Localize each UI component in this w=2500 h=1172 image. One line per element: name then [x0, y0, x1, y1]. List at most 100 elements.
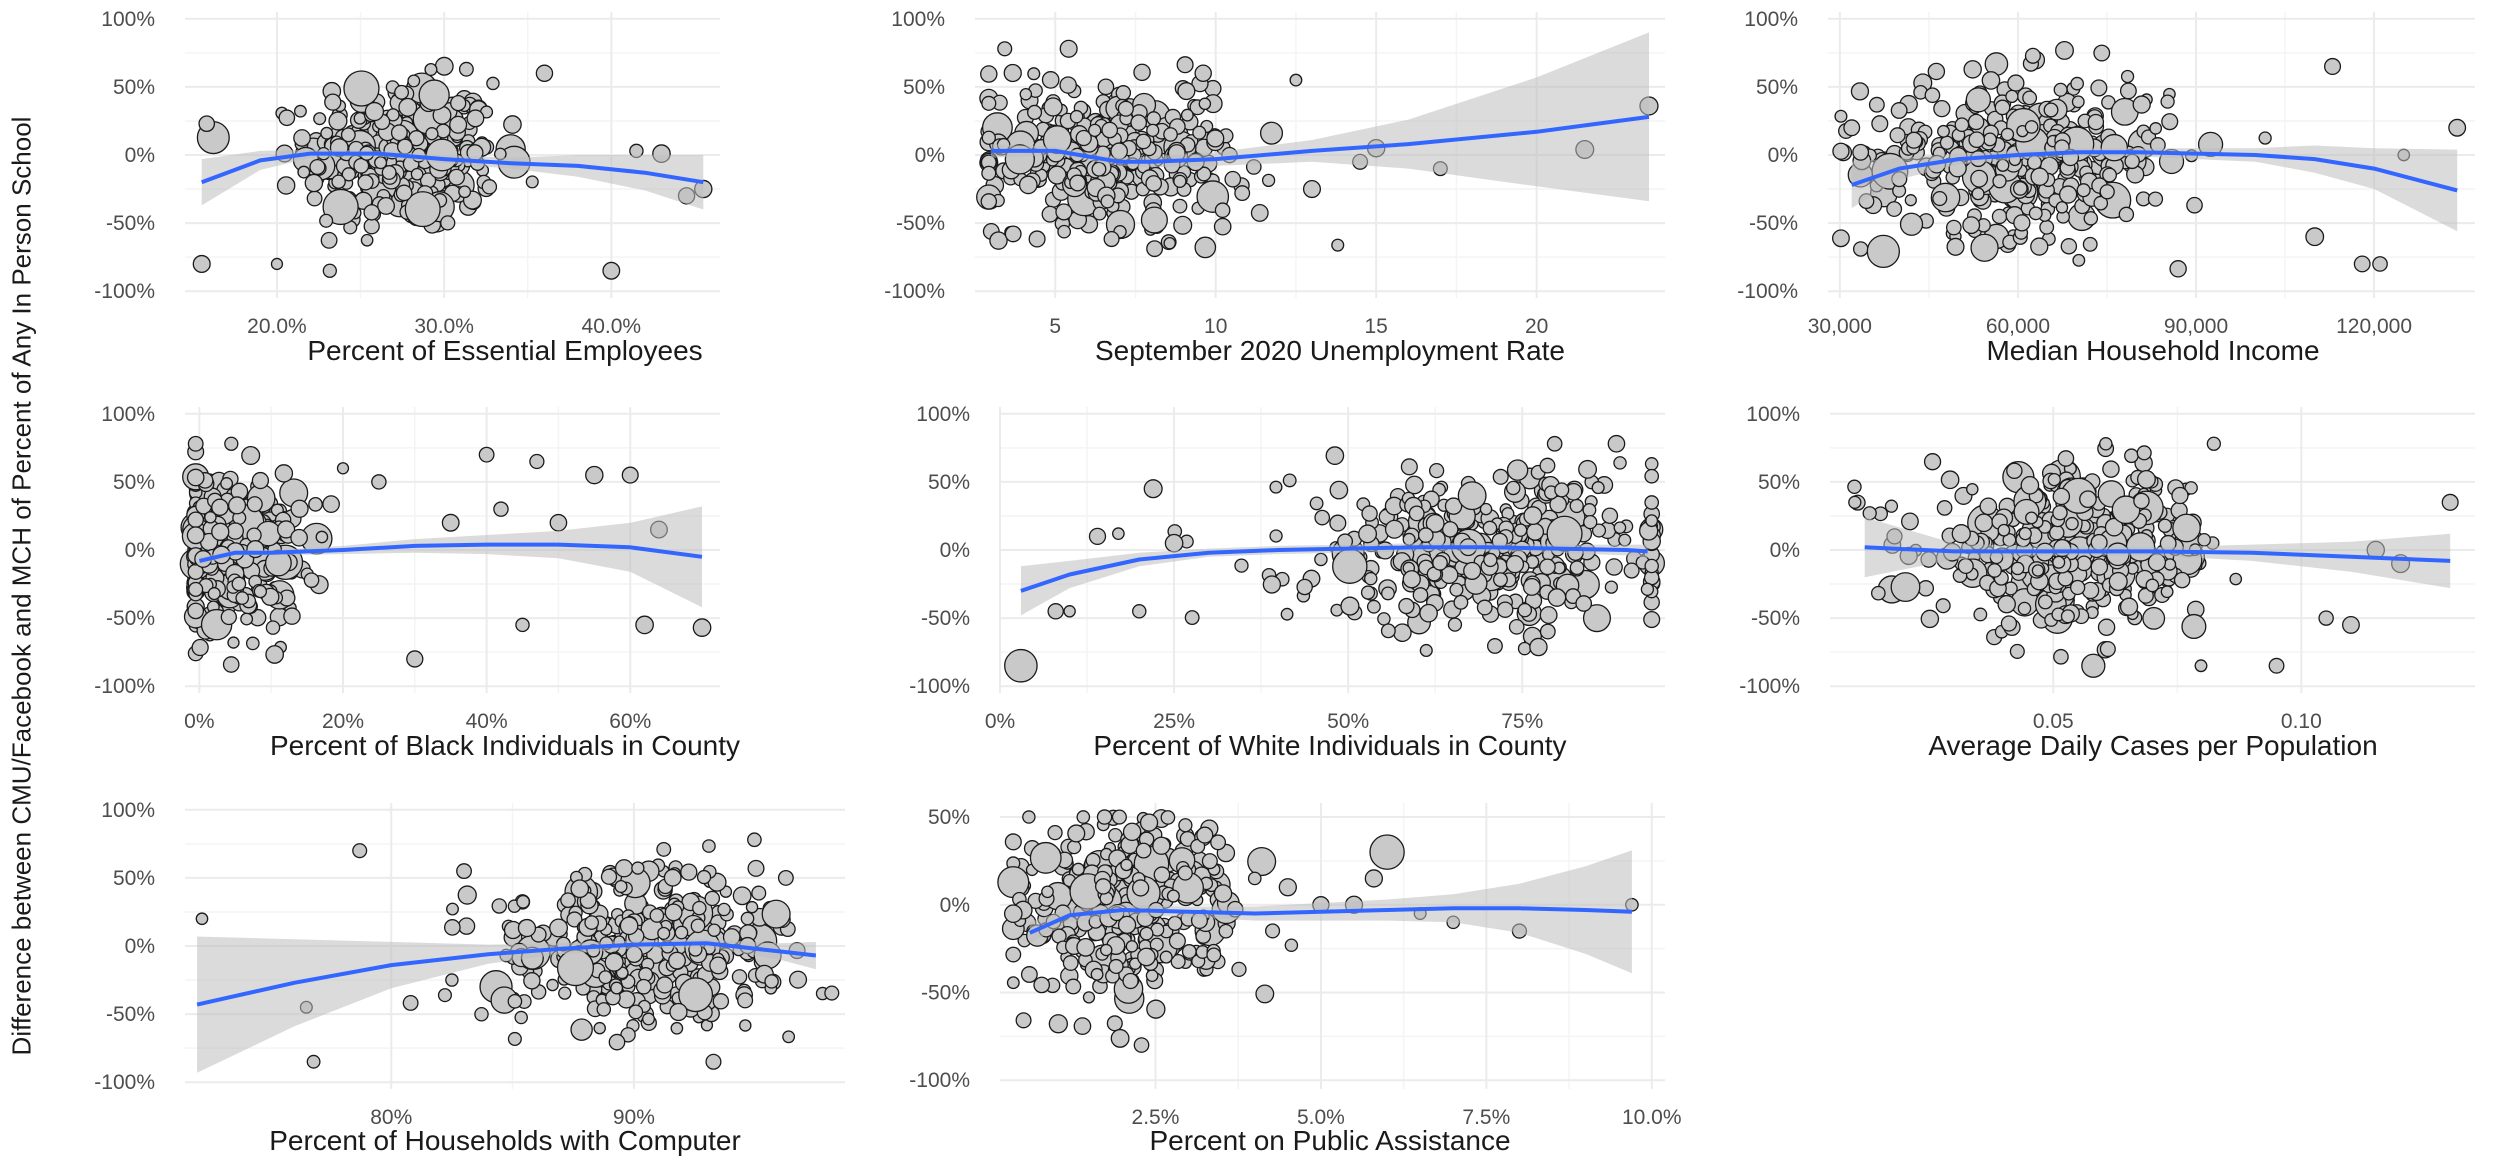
data-point	[2022, 90, 2038, 106]
data-point	[364, 101, 385, 122]
data-point	[313, 112, 327, 126]
data-point	[1539, 457, 1556, 474]
data-point	[1269, 529, 1283, 543]
data-point	[2090, 79, 2108, 97]
data-point	[737, 992, 754, 1009]
data-point	[2081, 581, 2100, 600]
data-point	[1110, 1028, 1130, 1048]
data-point	[474, 1007, 489, 1022]
data-point	[747, 832, 762, 848]
data-point	[2124, 448, 2139, 464]
data-point	[1055, 203, 1073, 221]
x-tick-label: 15	[1364, 315, 1387, 338]
data-point	[1015, 1012, 1032, 1029]
data-point	[1213, 884, 1233, 903]
data-point	[690, 918, 706, 934]
data-point	[1112, 527, 1125, 541]
x-tick-label: 0%	[985, 710, 1015, 733]
data-point	[435, 123, 451, 139]
data-point	[246, 527, 262, 543]
data-point	[696, 869, 712, 885]
data-point	[2160, 94, 2175, 109]
data-point	[322, 495, 340, 513]
data-point	[556, 949, 595, 987]
data-point	[614, 859, 634, 878]
data-point	[1954, 117, 1970, 133]
data-point	[1927, 62, 1946, 81]
data-point	[1417, 527, 1434, 543]
data-point	[692, 618, 712, 637]
data-point	[1192, 125, 1207, 140]
data-point	[2053, 648, 2069, 665]
data-point	[549, 918, 569, 938]
data-point	[1125, 940, 1139, 953]
data-point	[1097, 78, 1115, 96]
data-point	[1247, 846, 1277, 877]
data-point	[2318, 610, 2334, 626]
data-point	[1309, 496, 1324, 511]
data-point	[1870, 585, 1886, 601]
y-tick-label: 50%	[113, 76, 155, 99]
data-point	[777, 869, 794, 886]
data-point	[2028, 206, 2043, 221]
data-point	[1139, 926, 1154, 941]
data-point	[1890, 102, 1908, 119]
data-point	[761, 899, 791, 929]
data-point	[319, 213, 334, 228]
data-point	[608, 1033, 626, 1051]
data-point	[1400, 458, 1418, 476]
data-point	[2119, 597, 2139, 616]
data-point	[1933, 100, 1951, 118]
y-tick-label: 0%	[940, 539, 970, 562]
data-point	[1120, 858, 1133, 872]
data-point	[1234, 185, 1251, 202]
data-point	[1130, 114, 1148, 131]
data-point	[186, 468, 205, 487]
data-point	[1259, 121, 1284, 145]
data-point	[481, 179, 498, 195]
data-point	[1973, 607, 1988, 622]
data-point	[1991, 208, 2008, 225]
data-point	[2448, 118, 2467, 137]
data-point	[1539, 558, 1556, 576]
data-point	[1314, 509, 1331, 526]
data-point	[224, 436, 239, 451]
data-point	[293, 129, 311, 147]
data-point	[2323, 57, 2342, 76]
data-point	[1160, 810, 1176, 825]
data-point	[604, 952, 624, 972]
data-point	[584, 915, 600, 930]
data-point	[1091, 161, 1107, 177]
data-point	[457, 917, 476, 935]
data-point	[585, 465, 604, 485]
data-point	[1122, 822, 1142, 842]
data-point	[241, 445, 261, 466]
data-point	[782, 1030, 796, 1044]
data-point	[322, 263, 337, 278]
data-point	[1968, 131, 1986, 149]
data-point	[2055, 40, 2074, 60]
data-point	[1122, 972, 1139, 990]
data-point	[1890, 572, 1921, 602]
data-point	[1117, 915, 1137, 935]
data-point	[981, 165, 997, 181]
data-point	[740, 911, 755, 926]
data-point	[1963, 60, 1982, 79]
data-point	[1945, 219, 1962, 236]
data-point	[2071, 95, 2085, 109]
data-point	[2052, 487, 2071, 506]
x-axis-title: Percent of White Individuals in County	[1093, 730, 1566, 761]
data-point	[1178, 818, 1193, 833]
data-point	[664, 903, 683, 922]
data-point	[1613, 456, 1627, 470]
data-point	[1067, 824, 1086, 843]
data-point	[1517, 641, 1532, 656]
data-point	[1173, 174, 1187, 188]
data-point	[1146, 240, 1164, 258]
data-point	[211, 498, 229, 517]
data-point	[1135, 842, 1152, 859]
data-point	[1325, 446, 1345, 465]
data-point	[669, 1002, 688, 1022]
data-point	[1831, 229, 1850, 248]
data-point	[1522, 577, 1541, 596]
